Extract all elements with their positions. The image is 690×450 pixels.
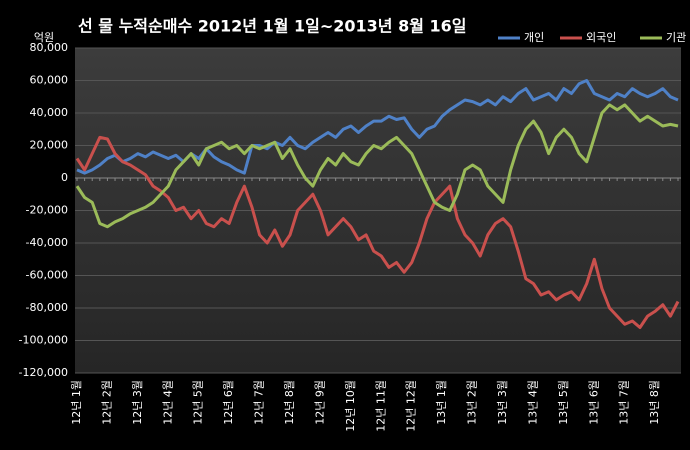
x-tick-label: 13년 2월: [466, 380, 479, 425]
x-tick-label: 13년 3월: [496, 380, 509, 425]
y-tick-label: 0: [61, 171, 68, 184]
x-tick-label: 12년 1월: [70, 380, 83, 425]
x-tick-label: 13년 7월: [618, 380, 631, 425]
y-tick-label: 20,000: [30, 139, 69, 152]
x-tick-label: 12년 10월: [344, 380, 357, 432]
x-tick-label: 13년 4월: [526, 380, 539, 425]
y-tick-label: -60,000: [26, 269, 68, 282]
x-tick-label: 12년 2월: [100, 380, 113, 425]
x-tick-label: 12년 5월: [192, 380, 205, 425]
x-tick-label: 12년 3월: [131, 380, 144, 425]
y-tick-label: -80,000: [26, 301, 68, 314]
x-tick-label: 12년 7월: [253, 380, 266, 425]
y-tick-label: 40,000: [30, 106, 69, 119]
chart-title: 선 물 누적순매수 2012년 1월 1일~2013년 8월 16일: [78, 17, 467, 36]
y-axis-unit: 억원: [34, 31, 54, 44]
legend-label: 개인: [524, 31, 544, 44]
series-line: [75, 135, 680, 329]
y-tick-label: -40,000: [26, 236, 68, 249]
y-tick-label: -100,000: [19, 334, 68, 347]
y-tick-label: -20,000: [26, 204, 68, 217]
x-tick-label: 12년 6월: [222, 380, 235, 425]
x-tick-label: 13년 6월: [587, 380, 600, 425]
x-tick-label: 12년 8월: [283, 380, 296, 425]
series-line: [75, 103, 679, 229]
x-tick-label: 12년 12월: [405, 380, 418, 432]
x-tick-label: 12년 4월: [161, 380, 174, 425]
y-tick-label: 60,000: [30, 74, 69, 87]
legend-label: 외국인: [586, 31, 616, 44]
series-line: [76, 79, 679, 175]
x-tick-label: 12년 11월: [374, 380, 387, 432]
legend-label: 기관: [666, 31, 686, 44]
x-tick-label: 13년 8월: [648, 380, 661, 425]
y-tick-label: -120,000: [19, 366, 68, 379]
y-tick-label: 80,000: [30, 41, 69, 54]
x-tick-label: 13년 1월: [435, 380, 448, 425]
x-tick-label: 13년 5월: [557, 380, 570, 425]
x-tick-label: 12년 9월: [313, 380, 326, 425]
